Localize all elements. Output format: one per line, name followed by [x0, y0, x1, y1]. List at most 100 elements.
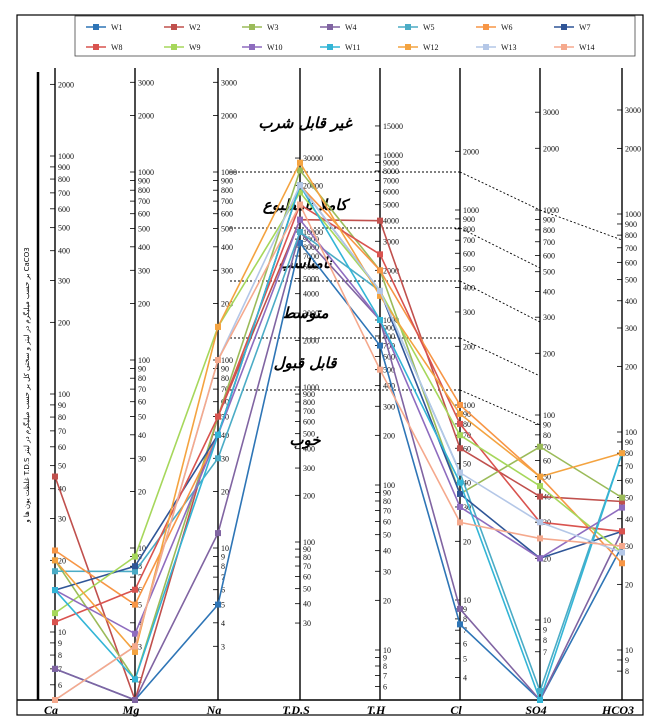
tick-label-SO4-600: 600 [543, 251, 555, 260]
series-line-W1 [54, 242, 623, 701]
plot-frame [16, 14, 644, 716]
tick-label-T.D.S-100: 100 [303, 538, 315, 547]
tick-label-Ca-100: 100 [58, 390, 70, 399]
tick-label-HCO3-10: 10 [625, 646, 633, 655]
tick-label-Mg-200: 200 [138, 299, 150, 308]
point-W8-Ca [52, 619, 58, 626]
point-W12-T.H [377, 292, 383, 299]
tick-label-T.D.S-50: 50 [303, 585, 311, 594]
series-line-W10 [54, 218, 623, 635]
tick-label-SO4-1000: 1000 [543, 206, 559, 215]
tick-label-SO4-200: 200 [543, 349, 555, 358]
legend-box [74, 15, 636, 57]
tick-label-T.D.S-900: 900 [303, 390, 315, 399]
tick-label-Cl-70: 70 [463, 431, 471, 440]
point-W2-SO4 [537, 493, 543, 500]
tick-label-Mg-6: 6 [138, 586, 142, 595]
legend-label-W5: W5 [423, 23, 435, 32]
tick-label-HCO3-200: 200 [625, 362, 637, 371]
tick-label-SO4-70: 70 [543, 443, 551, 452]
tick-label-Mg-1000: 1000 [138, 168, 154, 177]
tick-label-HCO3-50: 50 [625, 494, 633, 503]
tick-label-HCO3-60: 60 [625, 476, 633, 485]
axis-name-HCO3: HCO3 [601, 703, 634, 717]
series-line-W11 [54, 184, 623, 701]
tick-label-Mg-10: 10 [138, 544, 146, 553]
tick-label-Mg-8: 8 [138, 562, 142, 571]
tick-label-Ca-90: 90 [58, 401, 66, 410]
tick-label-Mg-800: 800 [138, 186, 150, 195]
series-line-W14 [54, 203, 623, 701]
legend-label-W3: W3 [267, 23, 279, 32]
legend-label-W10: W10 [267, 43, 283, 52]
tick-label-SO4-2000: 2000 [543, 144, 559, 153]
tick-label-HCO3-40: 40 [625, 515, 633, 524]
tick-label-Na-700: 700 [221, 197, 233, 206]
tick-label-T.D.S-60: 60 [303, 572, 311, 581]
tick-label-T.H-50: 50 [383, 531, 391, 540]
point-W7-Mg [132, 563, 138, 570]
tick-label-Ca-900: 900 [58, 163, 70, 172]
tick-label-Mg-90: 90 [138, 365, 146, 374]
tick-label-T.H-500: 500 [383, 366, 395, 375]
tick-label-Cl-5: 5 [463, 655, 467, 664]
zone-connector-6 [539, 209, 623, 241]
tick-label-Ca-500: 500 [58, 224, 70, 233]
tick-label-Na-100: 100 [221, 356, 233, 365]
tick-label-Na-900: 900 [221, 177, 233, 186]
point-W4-Mg [132, 697, 138, 703]
series-line-W4 [54, 231, 623, 701]
tick-label-T.H-10: 10 [383, 646, 391, 655]
legend-swatch-marker-W6 [483, 24, 489, 30]
point-W5-SO4 [537, 688, 543, 695]
point-W9-Cl [457, 432, 463, 439]
tick-label-Na-500: 500 [221, 225, 233, 234]
tick-label-Na-7: 7 [221, 573, 225, 582]
tick-label-Na-60: 60 [221, 398, 229, 407]
tick-label-Cl-30: 30 [463, 503, 471, 512]
point-W6-Ca [52, 547, 58, 554]
tick-label-Cl-10: 10 [463, 596, 471, 605]
zone-label-1: غیر قابل شرب [258, 114, 352, 132]
tick-label-Cl-300: 300 [463, 308, 475, 317]
tick-label-T.D.S-300: 300 [303, 464, 315, 473]
tick-label-Na-1000: 1000 [221, 168, 237, 177]
tick-label-Mg-3: 3 [138, 642, 142, 651]
tick-label-SO4-3000: 3000 [543, 108, 559, 117]
tick-label-Cl-100: 100 [463, 401, 475, 410]
tick-label-Na-80: 80 [221, 374, 229, 383]
point-W14-T.D.S [297, 201, 303, 208]
tick-label-SO4-9: 9 [543, 625, 547, 634]
tick-label-Ca-10: 10 [58, 628, 66, 637]
point-W10-T.D.S [297, 216, 303, 223]
tick-label-Mg-70: 70 [138, 385, 146, 394]
tick-label-Cl-2000: 2000 [463, 147, 479, 156]
point-W4-Cl [457, 605, 463, 612]
legend-label-W4: W4 [345, 23, 357, 32]
point-W12-T.D.S [297, 159, 303, 166]
axis-name-Cl: Cl [450, 703, 462, 717]
zone-label-4: متوسط [281, 304, 328, 322]
point-W13-SO4 [537, 519, 543, 526]
tick-label-SO4-7: 7 [543, 648, 547, 657]
point-W13-HCO3 [619, 549, 625, 556]
legend-label-W12: W12 [423, 43, 439, 52]
tick-label-Mg-600: 600 [138, 210, 150, 219]
axis-name-T.D.S: T.D.S [282, 703, 310, 717]
tick-label-T.D.S-5000: 5000 [303, 275, 319, 284]
tick-label-Na-90: 90 [221, 365, 229, 374]
legend-label-W9: W9 [189, 43, 201, 52]
legend-swatch-marker-W5 [405, 24, 411, 30]
tick-label-T.H-7000: 7000 [383, 177, 399, 186]
tick-label-SO4-900: 900 [543, 215, 555, 224]
point-W1-T.D.S [297, 239, 303, 246]
tick-label-Cl-50: 50 [463, 460, 471, 469]
tick-label-Cl-700: 700 [463, 236, 475, 245]
tick-label-Mg-300: 300 [138, 266, 150, 275]
point-W3-SO4 [537, 443, 543, 450]
tick-label-Mg-80: 80 [138, 374, 146, 383]
tick-label-T.H-9: 9 [383, 654, 387, 663]
tick-label-SO4-10: 10 [543, 616, 551, 625]
tick-label-Mg-400: 400 [138, 243, 150, 252]
tick-label-T.H-8000: 8000 [383, 167, 399, 176]
